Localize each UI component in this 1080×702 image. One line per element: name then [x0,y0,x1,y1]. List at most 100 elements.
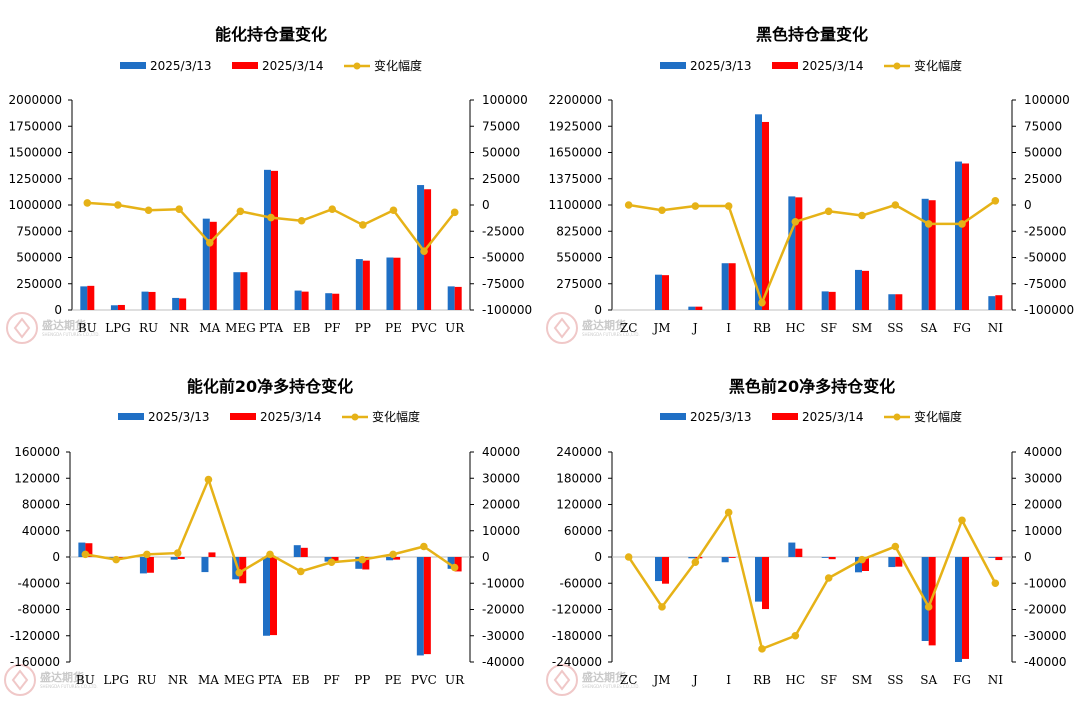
y-left-tick-label: 40000 [22,524,60,538]
line-point-series-3 [824,207,833,216]
line-series-3 [628,199,997,304]
bar-series-2 [828,557,836,560]
watermark-brand: 盛达期货 [40,670,84,684]
watermark-logo-icon [4,664,36,696]
x-tick-label: SM [852,321,873,335]
legend-marker-series-3 [351,413,359,421]
y-left-tick-label: 2200000 [549,93,602,107]
bar-series-2 [117,304,125,310]
bar-series-2 [240,272,248,310]
bar-series-2 [116,557,124,558]
y-left-tick-label: -240000 [552,655,602,669]
bar-series-2 [393,557,401,560]
bar-series-1 [172,297,180,310]
y-left-tick-label: 275000 [556,277,602,291]
legend-label-series-2: 2025/3/14 [802,410,864,424]
watermark-logo-mark-icon [553,317,571,339]
y-right-tick-label: 100000 [482,93,528,107]
bar-series-1 [264,169,271,310]
bar-series-2 [728,557,736,558]
chart-title: 能化持仓量变化 [215,25,327,44]
line-point-series-3 [267,213,275,222]
bar-series-2 [995,295,1003,310]
y-left-tick-label: 1750000 [9,119,62,133]
line-point-series-3 [81,550,90,559]
bar-series-2 [179,298,187,310]
x-tick-label: NI [988,673,1004,687]
bar-series-2 [393,257,401,310]
bar-series-2 [828,291,836,310]
line-point-series-3 [691,202,700,210]
line-point-series-3 [296,567,305,576]
x-tick-label: PVC [411,673,437,687]
y-left-tick-label: 1500000 [9,146,62,160]
watermark-logo-icon [546,664,578,696]
bar-series-2 [795,197,803,310]
y-right-tick-label: 25000 [482,172,520,186]
bar-series-2 [331,557,339,563]
legend-swatch-series-1 [118,413,144,420]
x-tick-label: LPG [105,321,131,335]
line-point-series-3 [724,202,733,210]
chart-panel-ferrous-top20-net-long: 盛达期货 SHENGDA FUTURES CO.,LTD. 黑色前20净多持仓变化 2… [540,351,1080,702]
line-point-series-3 [658,206,666,215]
bar-series-2 [662,275,669,310]
y-left-tick-label: 550000 [556,251,602,265]
line-point-series-3 [758,645,766,653]
y-right-tick-label: 20000 [482,498,520,512]
y-right-tick-label: -40000 [1024,655,1067,669]
y-right-tick-label: -30000 [482,629,525,643]
line-point-series-3 [924,220,933,228]
line-point-series-3 [389,550,397,559]
legend-label-series-3: 变化幅度 [374,58,422,73]
bar-series-2 [662,557,669,584]
y-left-tick-label: 750000 [16,224,62,238]
x-tick-label: PE [385,673,402,687]
bar-series-1 [688,557,696,559]
y-right-tick-label: -40000 [482,655,525,669]
x-tick-label: SA [920,321,937,335]
bar-series-2 [270,557,277,636]
bar-series-1 [386,557,394,561]
bar-series-1 [888,294,896,310]
line-point-series-3 [205,239,214,247]
y-left-tick-label: -80000 [17,603,60,617]
y-left-tick-label: -40000 [17,576,60,590]
bar-series-2 [332,293,340,310]
x-tick-label: EB [293,321,311,335]
y-right-tick-label: 50000 [1024,146,1062,160]
y-left-tick-label: 1925000 [549,119,602,133]
bar-series-1 [821,291,829,310]
x-tick-label: UR [445,673,465,687]
y-right-tick-label: -20000 [1024,603,1067,617]
x-tick-label: SF [820,321,837,335]
legend-label-series-3: 变化幅度 [914,409,962,424]
legend-label-series-1: 2025/3/13 [150,59,212,73]
bar-series-1 [294,290,302,310]
x-tick-label: PP [355,321,371,335]
y-right-tick-label: 0 [482,198,490,212]
watermark-logo-icon [6,312,38,344]
x-tick-label: SS [887,321,903,335]
bar-series-1 [855,269,862,310]
x-tick-label: LPG [103,673,129,687]
bar-series-1 [355,557,363,569]
y-right-tick-label: -75000 [482,277,525,291]
chart-title: 黑色前20净多持仓变化 [729,377,895,396]
line-point-series-3 [724,508,733,517]
line-point-series-3 [327,558,336,567]
y-right-tick-label: 40000 [482,445,520,459]
line-point-series-3 [758,298,766,307]
watermark-brand: 盛达期货 [582,670,626,684]
x-tick-label: JM [651,673,670,687]
bar-series-2 [762,121,769,310]
line-point-series-3 [420,247,428,255]
bar-series-2 [424,189,432,310]
line-point-series-3 [791,218,800,226]
x-tick-label: HC [786,321,806,335]
legend-label-series-1: 2025/3/13 [148,410,210,424]
bar-series-1 [921,198,929,310]
